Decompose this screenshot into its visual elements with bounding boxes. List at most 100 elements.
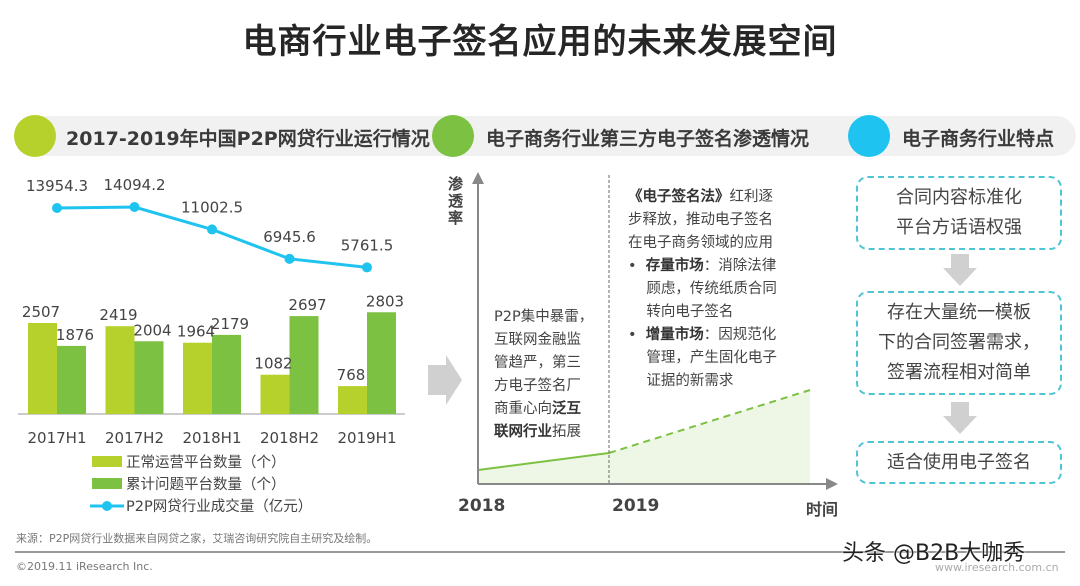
text-segment: 管理，产生固化电子 <box>628 350 777 366</box>
text-segment: 商重心向 <box>494 401 552 417</box>
bar-label: 1082 <box>254 355 292 373</box>
text-segment: 步释放，推动电子签名 <box>628 212 773 228</box>
bar-label: 2179 <box>211 315 249 333</box>
text-line: 互联网金融监 <box>494 329 593 352</box>
header-circle-1 <box>14 115 56 157</box>
bar-label: 2697 <box>288 296 326 314</box>
text-line: 顾虑，传统纸质合同 <box>628 278 777 301</box>
website: www.iresearch.com.cn <box>935 561 1059 574</box>
bar-label: 1964 <box>177 323 215 341</box>
line-label: 5761.5 <box>341 236 394 254</box>
x-axis-arrow-icon <box>826 478 838 490</box>
feature-box-standardization: 合同内容标准化 平台方话语权强 <box>856 176 1062 250</box>
right-arrow-icon <box>428 355 462 405</box>
line-label: 11002.5 <box>181 198 243 216</box>
text-segment: 拓展 <box>552 424 581 440</box>
line-point <box>52 203 62 214</box>
feature-line: 平台方话语权强 <box>896 217 1022 238</box>
text-segment: 红利逐 <box>729 189 774 205</box>
text-segment: 管趋严，第三 <box>494 355 581 371</box>
bar-problem-platforms <box>289 316 319 414</box>
text-segment: 增量市场 <box>645 327 704 343</box>
section-header-features: 电子商务行业特点 <box>902 128 1055 150</box>
feature-line: 存在大量统一模板 <box>887 302 1031 323</box>
text-segment: 方电子签名厂 <box>494 378 581 394</box>
x-tick-label: 2018H1 <box>183 429 242 447</box>
y-axis-label: 渗透率 <box>448 175 464 227</box>
text-line: 在电子商务领域的应用 <box>628 232 777 255</box>
text-segment: • <box>628 327 646 343</box>
feature-line: 下的合同签署需求， <box>878 332 1040 353</box>
penetration-diagram <box>428 172 838 490</box>
footer-divider <box>15 551 1065 553</box>
bar-label: 768 <box>337 366 366 384</box>
esign-law-text: 《电子签名法》红利逐步释放，推动电子签名 在电子商务领域的应用 • 存量市场：消除法… <box>628 186 777 393</box>
bar-normal-platforms <box>183 342 212 414</box>
text-segment: ：因规范化 <box>703 327 777 343</box>
text-segment: 转向电子签名 <box>628 304 734 320</box>
legend-line-marker <box>102 501 112 511</box>
legend-swatch <box>92 456 122 467</box>
legend-swatch <box>92 478 122 489</box>
line-point <box>207 224 217 235</box>
x-axis-label: 时间 <box>806 500 839 519</box>
text-segment: 存量市场 <box>645 258 704 274</box>
text-line: 方电子签名厂 <box>494 375 593 398</box>
text-segment: 互联网金融监 <box>494 332 581 348</box>
text-line: 转向电子签名 <box>628 301 777 324</box>
line-point <box>129 202 140 212</box>
text-segment: ：消除法律 <box>703 258 777 274</box>
x-tick-2019: 2019 <box>612 496 660 516</box>
bar-label: 2419 <box>99 306 137 324</box>
legend-label: 累计问题平台数量（个） <box>126 476 286 493</box>
bar-normal-platforms <box>260 374 290 414</box>
page-title: 电商行业电子签名应用的未来发展空间 <box>242 22 838 62</box>
header-circle-3 <box>848 115 890 157</box>
text-line: • 增量市场：因规范化 <box>628 324 777 347</box>
copyright: ©2019.11 iResearch Inc. <box>16 560 153 573</box>
section-header-p2p: 2017-2019年中国P2P网贷行业运行情况 <box>66 128 430 150</box>
feature-line: 合同内容标准化 <box>896 187 1022 208</box>
bar-label: 2803 <box>366 292 404 310</box>
text-line: 证据的新需求 <box>628 370 777 393</box>
x-tick-label: 2017H1 <box>28 429 87 447</box>
line-label: 6945.6 <box>263 228 316 246</box>
feature-line: 签署流程相对简单 <box>887 362 1031 383</box>
header-circle-2 <box>432 115 474 157</box>
text-line: P2P集中暴雷， <box>494 306 593 329</box>
text-line: 商重心向泛互 <box>494 398 593 421</box>
p2p-impact-text: P2P集中暴雷， 互联网金融监 管趋严，第三 方电子签名厂 商重心向泛互 联网行业拓展 <box>494 306 593 444</box>
text-line: 管理，产生固化电子 <box>628 347 777 370</box>
section-header-penetration: 电子商务行业第三方电子签名渗透情况 <box>486 128 810 150</box>
text-segment: 在电子商务领域的应用 <box>628 235 773 251</box>
text-line: • 存量市场：消除法律 <box>628 255 777 278</box>
bar-label: 2004 <box>133 321 171 339</box>
line-point <box>284 253 295 264</box>
feature-box-conclusion: 适合使用电子签名 <box>856 441 1062 484</box>
text-segment: • <box>628 258 646 274</box>
line-label: 13954.3 <box>26 177 88 195</box>
line-point <box>362 262 372 273</box>
text-segment: 《电子签名法》 <box>628 189 730 205</box>
bar-normal-platforms <box>28 322 57 414</box>
x-tick-label: 2019H1 <box>338 429 397 447</box>
section-header-bar <box>20 116 1076 156</box>
text-line: 管趋严，第三 <box>494 352 593 375</box>
bar-problem-platforms <box>212 334 241 414</box>
penetration-line-actual <box>477 452 610 471</box>
x-tick-label: 2017H2 <box>105 429 164 447</box>
bar-label: 1876 <box>56 326 94 344</box>
x-tick-label: 2018H2 <box>260 429 319 447</box>
bar-normal-platforms <box>105 326 135 414</box>
text-segment: 证据的新需求 <box>628 373 734 389</box>
line-label: 14094.2 <box>103 176 165 194</box>
y-axis-arrow-icon <box>472 172 484 184</box>
bar-label: 2507 <box>22 303 60 321</box>
text-segment: P2P集中暴雷， <box>494 309 594 325</box>
text-segment: 泛互 <box>552 401 581 417</box>
bar-normal-platforms <box>338 386 367 414</box>
text-line: 《电子签名法》红利逐 <box>628 186 777 209</box>
text-segment: 联网行业 <box>494 424 552 440</box>
down-arrow-icon <box>943 402 977 434</box>
